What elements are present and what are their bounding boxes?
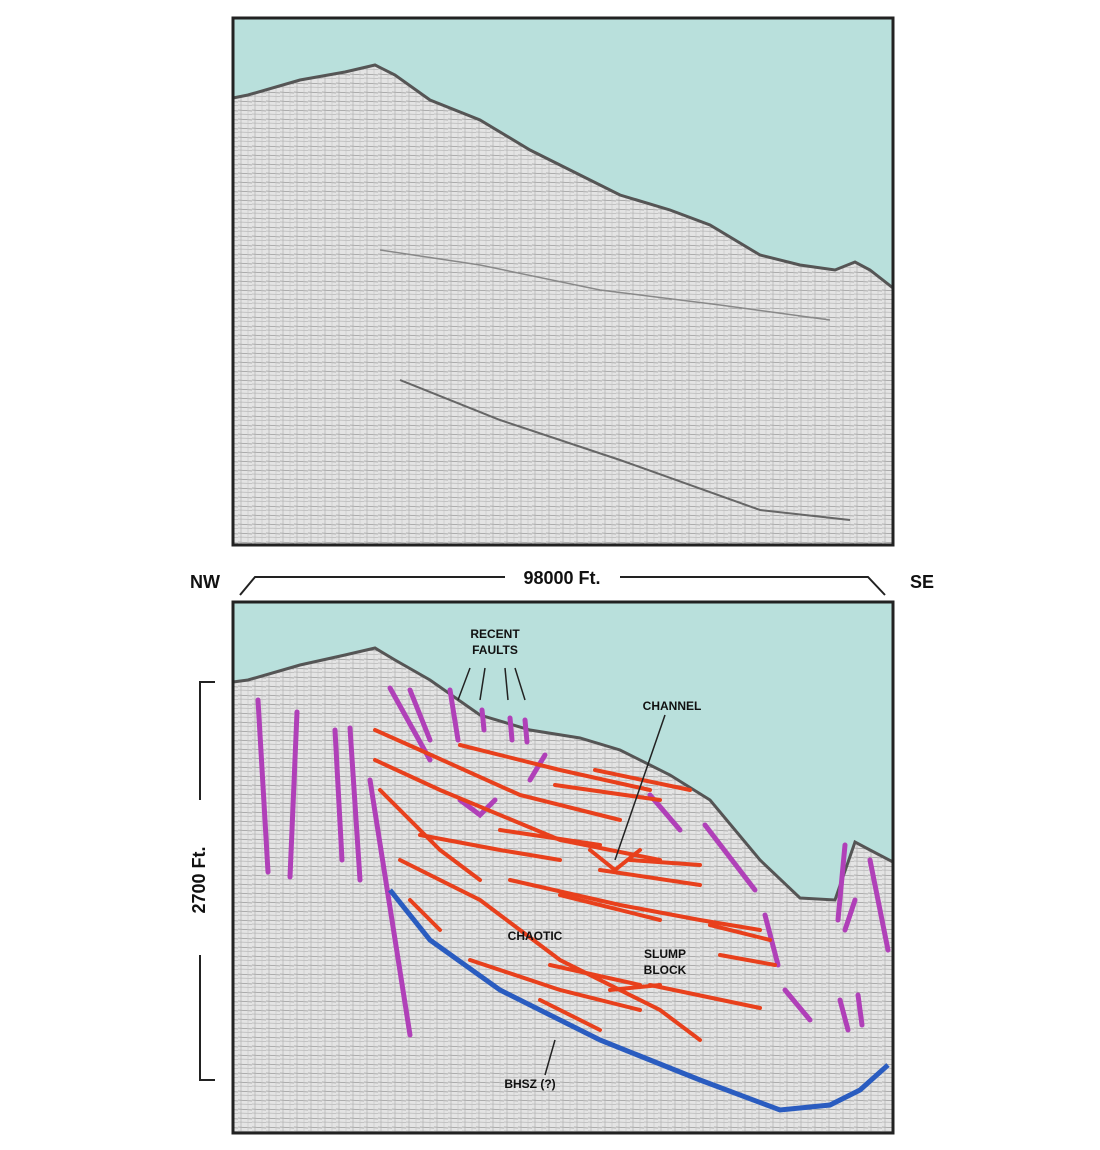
label: CHAOTIC: [508, 929, 563, 943]
bottom-panel: RECENT FAULTS CHANNEL CHAOTIC SLUMP BLOC…: [231, 600, 895, 1135]
nw-label: NW: [190, 572, 220, 592]
label: FAULTS: [472, 643, 518, 657]
scale: NW SE 98000 Ft. 2700 Ft.: [189, 568, 934, 1081]
label: BHSZ (?): [504, 1077, 555, 1091]
reflectors: [373, 728, 777, 1042]
leaders: [457, 667, 666, 1076]
top-panel: [231, 16, 895, 547]
label: SLUMP: [644, 947, 686, 961]
se-label: SE: [910, 572, 934, 592]
vertical-scale: 2700 Ft.: [189, 846, 209, 913]
label: CHANNEL: [643, 699, 702, 713]
label: BLOCK: [644, 963, 687, 977]
bhsz-line: [388, 888, 890, 1113]
faults: [255, 685, 891, 1038]
horizontal-scale: 98000 Ft.: [523, 568, 600, 588]
label: RECENT: [470, 627, 520, 641]
